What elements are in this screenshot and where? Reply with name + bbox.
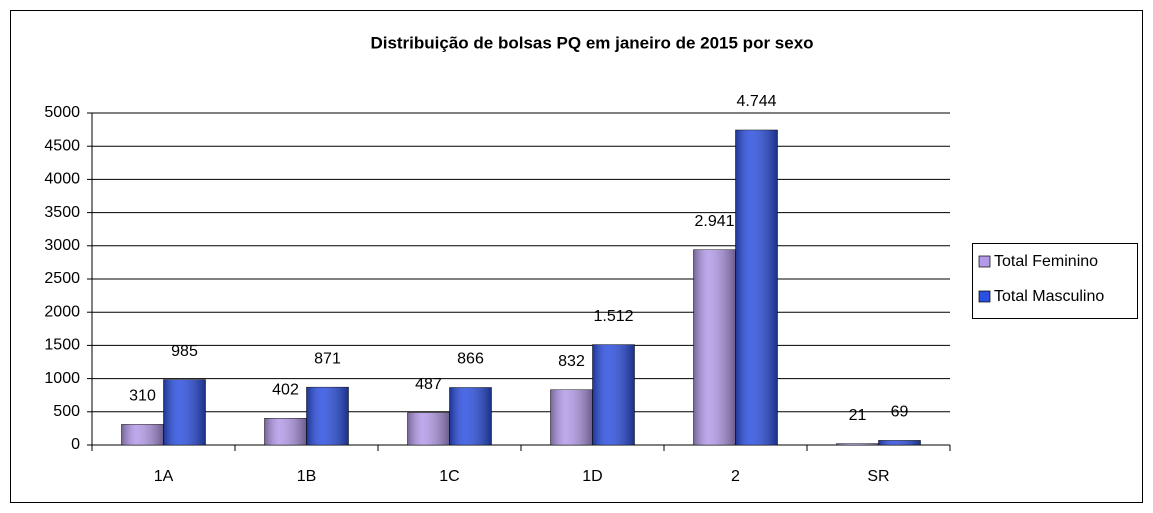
bar-shade bbox=[306, 387, 349, 445]
bar-shade bbox=[264, 418, 307, 445]
value-label: 985 bbox=[171, 343, 198, 360]
y-tick-label: 1500 bbox=[44, 337, 80, 354]
value-label: 487 bbox=[415, 376, 442, 393]
value-label: 310 bbox=[129, 388, 156, 405]
y-tick-label: 0 bbox=[71, 436, 80, 453]
value-label: 2.941 bbox=[694, 213, 734, 230]
x-tick-label: 1C bbox=[439, 468, 459, 485]
value-label: 21 bbox=[849, 407, 867, 424]
value-label: 69 bbox=[891, 404, 909, 421]
value-label: 402 bbox=[272, 382, 299, 399]
bar-shade bbox=[121, 424, 164, 445]
value-label: 1.512 bbox=[593, 308, 633, 325]
bar-shade bbox=[836, 443, 879, 445]
y-tick-label: 4000 bbox=[44, 171, 80, 188]
legend-swatch bbox=[978, 290, 991, 303]
legend-box bbox=[972, 243, 1138, 319]
legend-swatch bbox=[978, 255, 991, 268]
legend-label: Total Feminino bbox=[994, 253, 1098, 270]
y-tick-label: 4500 bbox=[44, 137, 80, 154]
bar-shade bbox=[407, 412, 450, 445]
value-label: 832 bbox=[558, 353, 585, 370]
y-tick-label: 3500 bbox=[44, 204, 80, 221]
x-tick-label: SR bbox=[867, 468, 889, 485]
y-tick-label: 1000 bbox=[44, 370, 80, 387]
y-tick-label: 500 bbox=[53, 403, 80, 420]
y-tick-label: 5000 bbox=[44, 104, 80, 121]
value-label: 4.744 bbox=[736, 93, 776, 110]
chart-title: Distribuição de bolsas PQ em janeiro de … bbox=[370, 33, 813, 52]
x-tick-label: 2 bbox=[731, 468, 740, 485]
y-tick-label: 2500 bbox=[44, 270, 80, 287]
y-tick-label: 3000 bbox=[44, 237, 80, 254]
value-label: 871 bbox=[314, 350, 341, 367]
bar-shade bbox=[735, 129, 778, 445]
x-tick-label: 1A bbox=[154, 468, 174, 485]
x-tick-label: 1B bbox=[297, 468, 317, 485]
bar-shade bbox=[163, 379, 206, 445]
bar-shade bbox=[449, 387, 492, 445]
bar-shade bbox=[592, 344, 635, 445]
bar-shade bbox=[693, 249, 736, 445]
x-tick-label: 1D bbox=[582, 468, 602, 485]
y-tick-label: 2000 bbox=[44, 303, 80, 320]
bar-shade bbox=[878, 440, 921, 445]
legend-label: Total Masculino bbox=[994, 288, 1104, 305]
bar-shade bbox=[550, 389, 593, 445]
value-label: 866 bbox=[457, 351, 484, 368]
